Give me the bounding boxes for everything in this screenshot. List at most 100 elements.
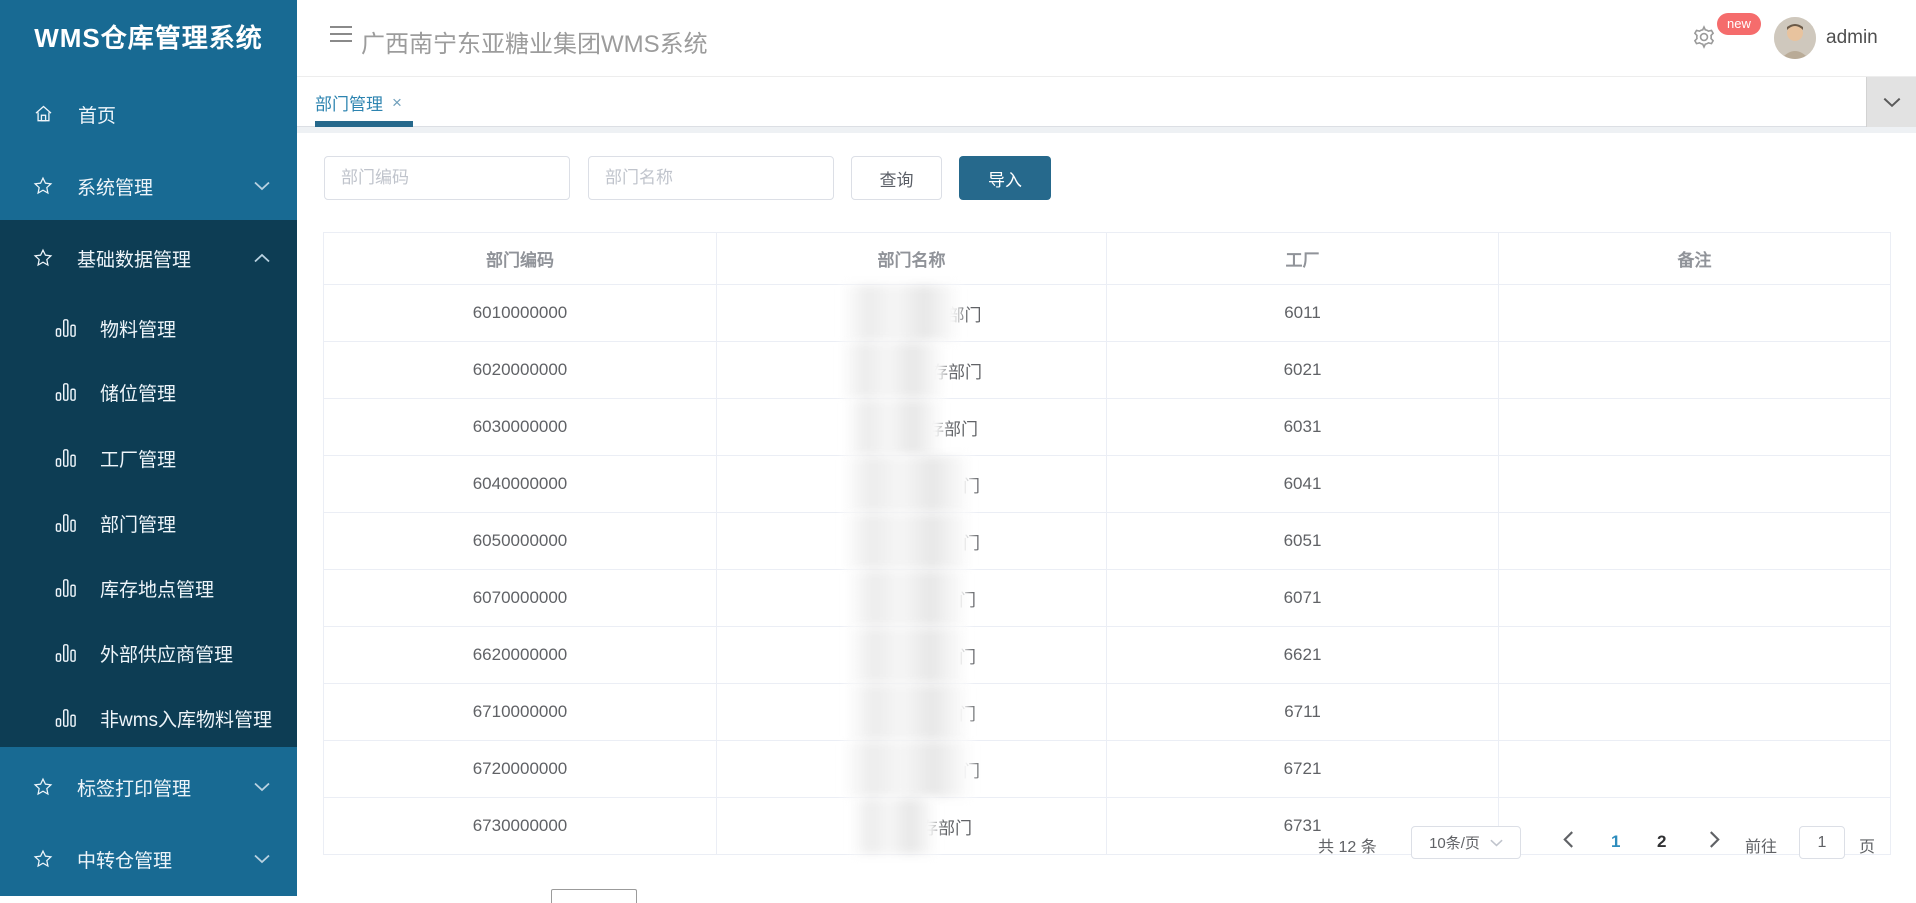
cell-factory: 6711 xyxy=(1106,683,1499,741)
table-row: 6070000000 门 6071 xyxy=(323,569,1891,627)
pagination: 共 12 条 10条/页 1 2 前往 页 xyxy=(297,825,1916,861)
dept-code-input[interactable] xyxy=(324,156,570,200)
redaction-blur xyxy=(841,342,945,398)
page-number-1[interactable]: 1 xyxy=(1611,832,1621,851)
star-icon xyxy=(33,849,53,869)
sidebar-item-label: 外部供应商管理 xyxy=(100,644,234,666)
bar-chart-icon xyxy=(55,578,77,598)
tab-bar: 部门管理 × xyxy=(297,77,1916,127)
sidebar-item-department-mgmt[interactable]: 部门管理 xyxy=(0,503,297,543)
cell-dept-code: 6070000000 xyxy=(323,569,717,627)
cell-dept-code: 6730000000 xyxy=(323,797,717,855)
cell-factory: 6031 xyxy=(1106,398,1499,456)
cell-note xyxy=(1498,455,1891,513)
active-tab-underline xyxy=(315,121,413,127)
cell-dept-name: 门 xyxy=(716,512,1107,570)
dept-name-input[interactable] xyxy=(588,156,834,200)
sidebar-item-home[interactable]: 首页 xyxy=(0,94,297,134)
cell-dept-name: 存部门 xyxy=(716,398,1107,456)
page-number-2[interactable]: 2 xyxy=(1657,832,1667,851)
redaction-blur xyxy=(843,741,973,797)
sidebar-item-transit-warehouse-mgmt[interactable]: 中转仓管理 xyxy=(0,839,297,879)
goto-page-input[interactable] xyxy=(1799,826,1845,859)
cell-factory: 6011 xyxy=(1106,284,1499,342)
star-icon xyxy=(33,248,53,268)
table-row: 6020000000 存部门 6021 xyxy=(323,341,1891,399)
query-button[interactable]: 查询 xyxy=(851,156,942,200)
column-header-dept-code: 部门编码 xyxy=(323,232,717,285)
star-icon xyxy=(33,176,53,196)
prev-page-button[interactable] xyxy=(1563,831,1574,848)
chevron-down-icon xyxy=(254,181,270,191)
sidebar-item-label: 首页 xyxy=(78,105,117,127)
table-row: 6710000000 门 6711 xyxy=(323,683,1891,741)
sidebar-item-label: 库存地点管理 xyxy=(100,579,215,601)
cell-dept-code: 6010000000 xyxy=(323,284,717,342)
cell-note xyxy=(1498,284,1891,342)
chevron-down-icon xyxy=(1490,839,1503,846)
chevron-up-icon xyxy=(254,253,270,263)
sidebar-item-factory-mgmt[interactable]: 工厂管理 xyxy=(0,438,297,478)
username[interactable]: admin xyxy=(1826,27,1878,48)
sidebar-item-base-data-mgmt[interactable]: 基础数据管理 xyxy=(0,238,297,278)
cell-dept-code: 6620000000 xyxy=(323,626,717,684)
app-title: WMS仓库管理系统 xyxy=(34,23,263,53)
bar-chart-icon xyxy=(55,382,77,402)
tab-department-mgmt[interactable]: 部门管理 × xyxy=(315,77,402,127)
table-row: 6730000000 存部门 6731 xyxy=(323,797,1891,855)
cell-dept-code: 6710000000 xyxy=(323,683,717,741)
cell-note xyxy=(1498,740,1891,798)
page-size-select[interactable]: 10条/页 xyxy=(1411,826,1521,859)
chevron-down-icon xyxy=(254,854,270,864)
sidebar-item-non-wms-inbound-material-mgmt[interactable]: 非wms入库物料管理 xyxy=(0,698,297,738)
cell-factory: 6051 xyxy=(1106,512,1499,570)
sidebar-item-label: 物料管理 xyxy=(100,319,177,341)
cell-factory: 6621 xyxy=(1106,626,1499,684)
sidebar-item-material-mgmt[interactable]: 物料管理 xyxy=(0,308,297,348)
cell-dept-code: 6040000000 xyxy=(323,455,717,513)
partial-clipped-widget xyxy=(551,889,637,903)
gear-icon[interactable] xyxy=(1691,24,1717,50)
sidebar-item-label: 系统管理 xyxy=(77,177,154,199)
bar-chart-icon xyxy=(55,513,77,533)
page-size-value: 10条/页 xyxy=(1429,835,1480,852)
sidebar-item-system-mgmt[interactable]: 系统管理 xyxy=(0,166,297,206)
avatar[interactable] xyxy=(1774,17,1816,59)
tab-overflow-dropdown-button[interactable] xyxy=(1866,77,1916,127)
hamburger-menu-icon[interactable] xyxy=(330,26,352,44)
content-top-divider xyxy=(297,127,1916,133)
cell-note xyxy=(1498,398,1891,456)
sidebar-item-label: 中转仓管理 xyxy=(77,850,173,872)
cell-dept-code: 6050000000 xyxy=(323,512,717,570)
sidebar-item-inventory-location-mgmt[interactable]: 库存地点管理 xyxy=(0,568,297,608)
sidebar-item-label: 部门管理 xyxy=(100,514,177,536)
department-table: 部门编码 部门名称 工厂 备注 6010000000 部门 6011 60200… xyxy=(323,232,1891,855)
redaction-blur xyxy=(841,285,960,341)
sidebar-item-external-supplier-mgmt[interactable]: 外部供应商管理 xyxy=(0,633,297,673)
table-row: 6030000000 存部门 6031 xyxy=(323,398,1891,456)
redaction-blur xyxy=(847,570,967,626)
cell-note xyxy=(1498,683,1891,741)
cell-dept-name: 存部门 xyxy=(716,341,1107,399)
cell-factory: 6021 xyxy=(1106,341,1499,399)
redaction-blur xyxy=(851,798,937,854)
cell-dept-code: 6020000000 xyxy=(323,341,717,399)
sidebar-item-label-print-mgmt[interactable]: 标签打印管理 xyxy=(0,767,297,807)
total-count-label: 共 12 条 xyxy=(1318,839,1377,856)
bar-chart-icon xyxy=(55,318,77,338)
table-row: 6620000000 门 6621 xyxy=(323,626,1891,684)
page-title: 广西南宁东亚糖业集团WMS系统 xyxy=(361,31,708,58)
main-content: 查询 导入 部门编码 部门名称 工厂 备注 6010000000 部门 6011 xyxy=(297,127,1916,903)
sidebar-item-storage-bin-mgmt[interactable]: 储位管理 xyxy=(0,372,297,412)
cell-dept-code: 6720000000 xyxy=(323,740,717,798)
star-icon xyxy=(33,777,53,797)
bar-chart-icon xyxy=(55,448,77,468)
import-button[interactable]: 导入 xyxy=(959,156,1051,200)
column-header-factory: 工厂 xyxy=(1106,232,1499,285)
redaction-blur xyxy=(847,627,967,683)
close-icon[interactable]: × xyxy=(392,92,402,112)
goto-page-label: 前往 xyxy=(1745,839,1778,856)
next-page-button[interactable] xyxy=(1709,831,1720,848)
cell-dept-name: 门 xyxy=(716,683,1107,741)
column-header-dept-name: 部门名称 xyxy=(716,232,1107,285)
